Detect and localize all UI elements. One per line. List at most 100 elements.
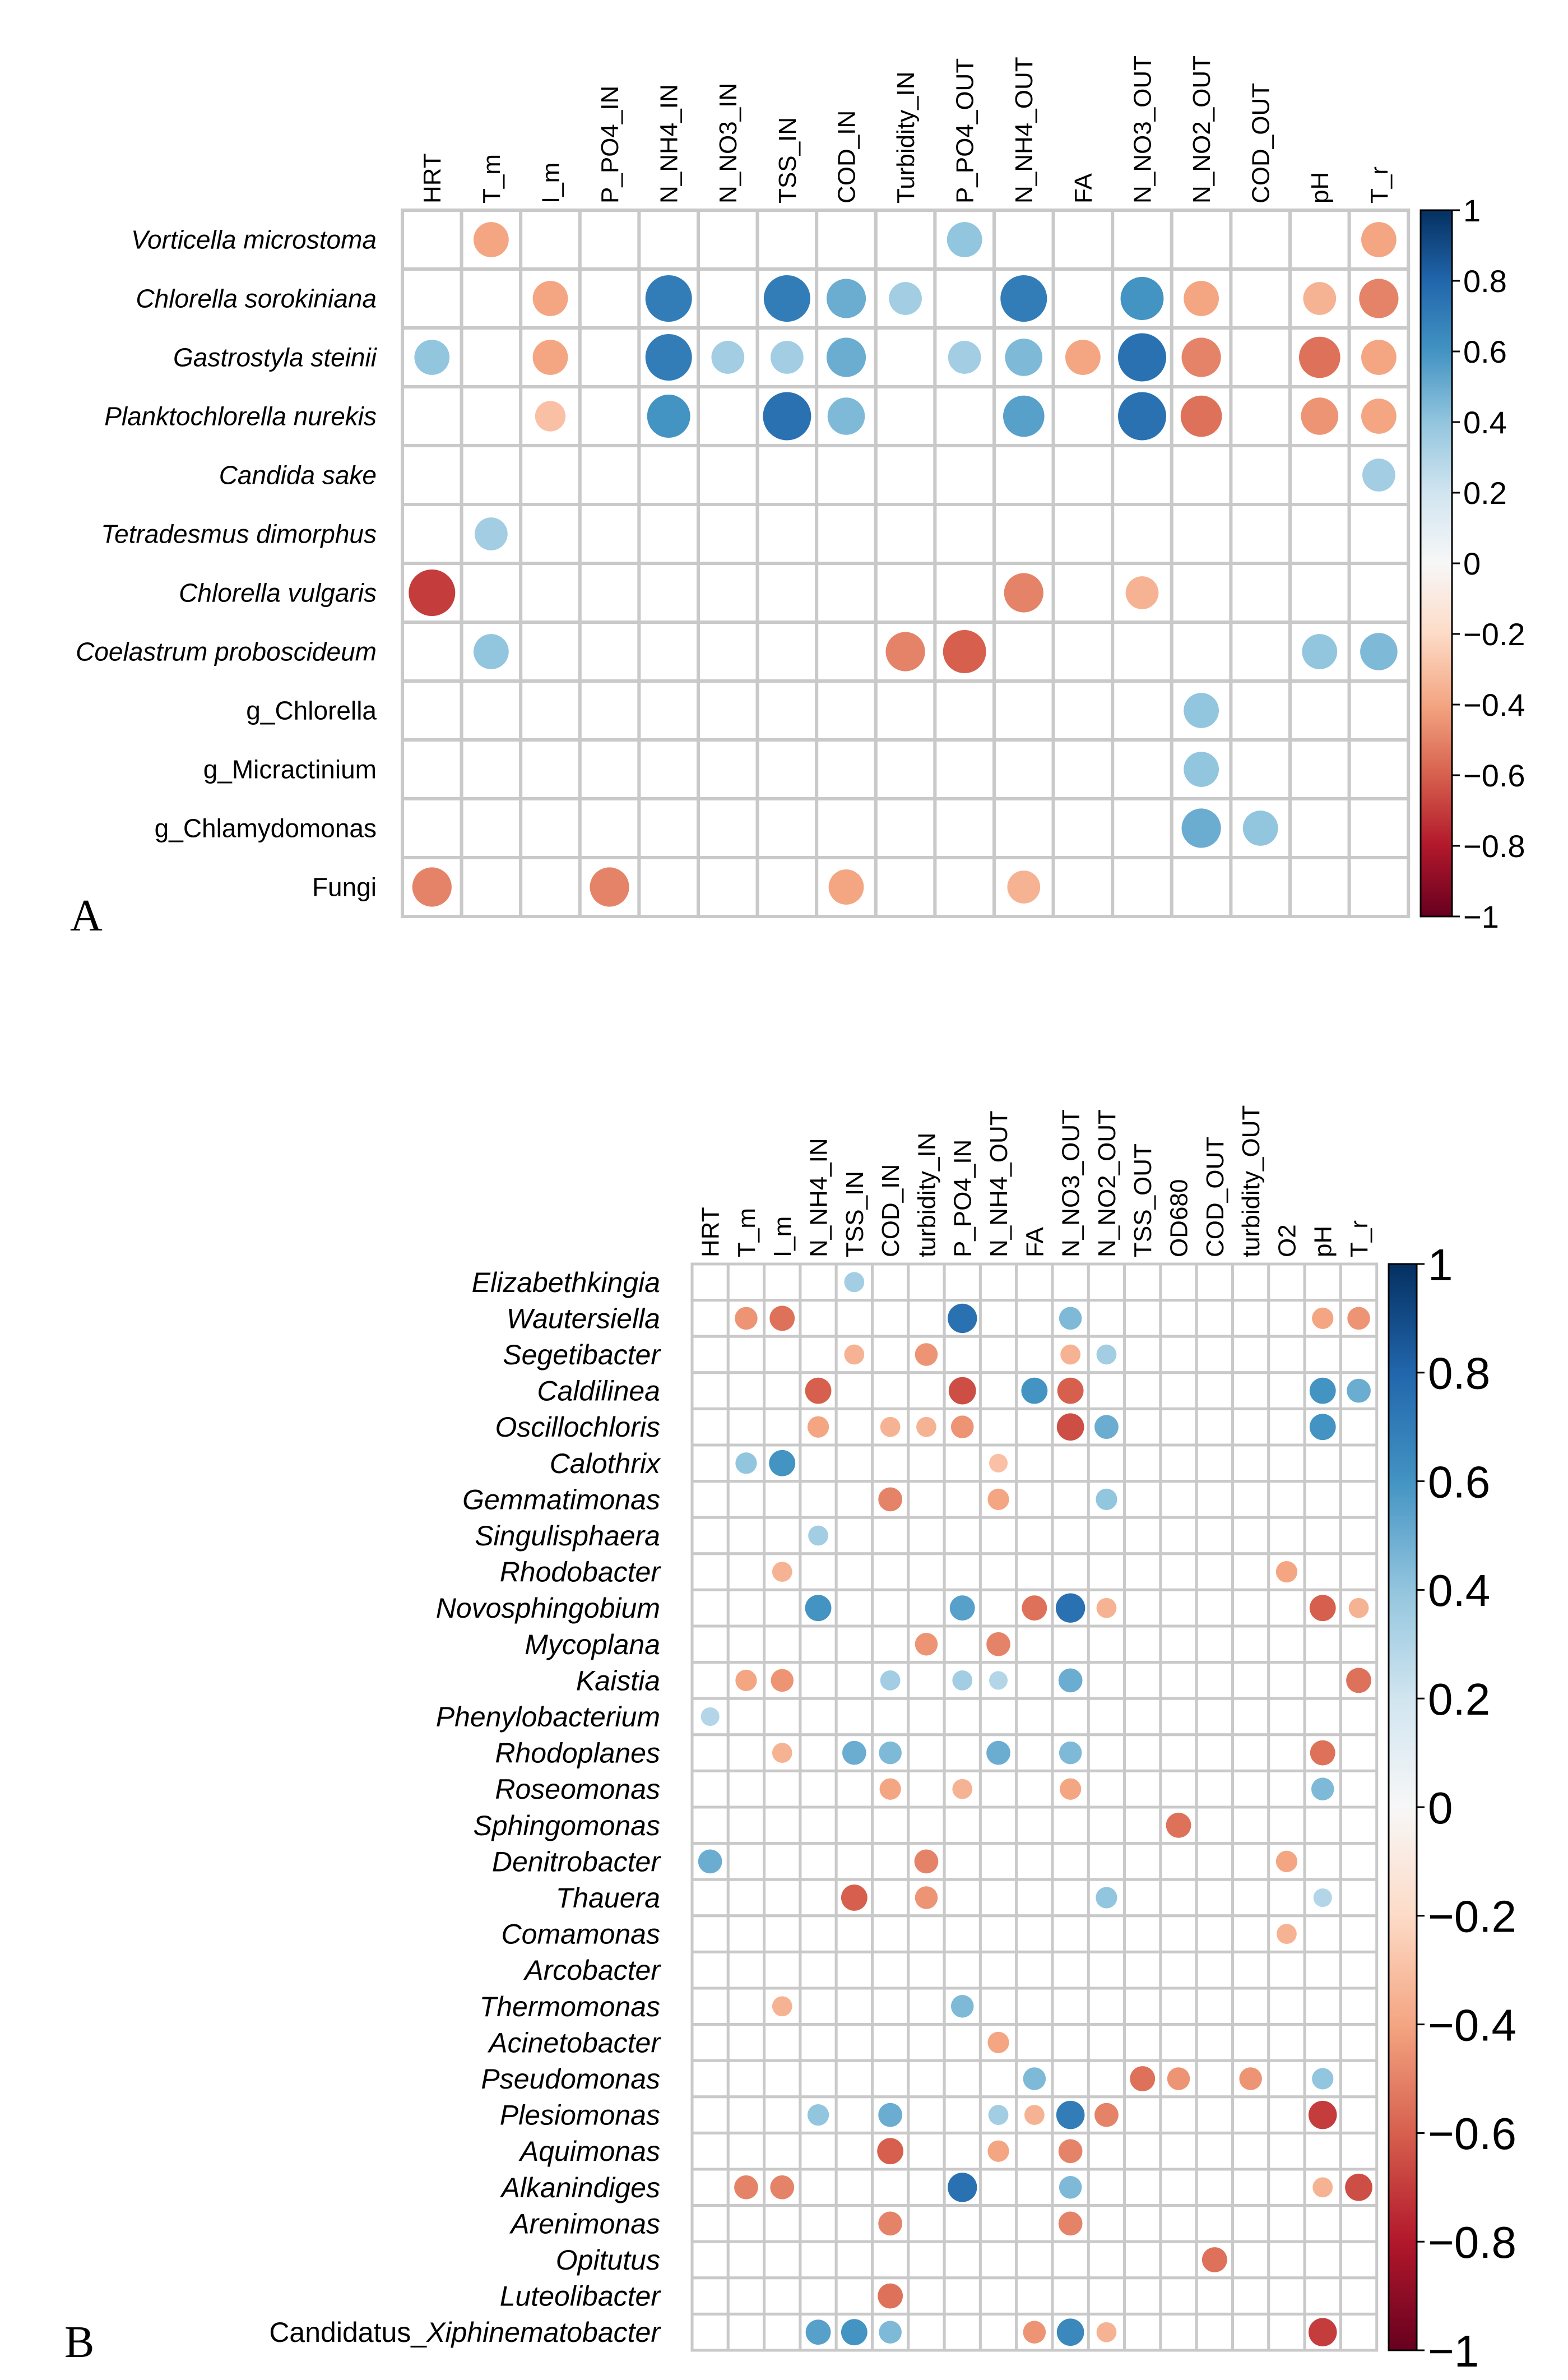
- panel-b-grid-cell: [799, 2276, 838, 2316]
- panel-a-grid-cell: [874, 444, 937, 506]
- panel-a-column-label: N_NO2_OUT: [1188, 55, 1216, 203]
- panel-b-grid-cell: [1195, 2023, 1234, 2062]
- panel-b-column-label: T_r: [1346, 1220, 1373, 1257]
- panel-a-colorbar-tick-label: 0.8: [1463, 263, 1507, 299]
- panel-b-correlation-circle: [987, 1488, 1009, 1511]
- panel-b-column-label: pH: [1310, 1226, 1337, 1257]
- panel-b-row-label: Arenimonas: [509, 2208, 660, 2239]
- panel-b-grid-cell: [871, 1262, 910, 1302]
- panel-b-grid-cell: [871, 1987, 910, 2026]
- panel-b-grid-cell: [907, 1914, 946, 1953]
- panel-b-grid-cell: [978, 1552, 1018, 1591]
- panel-b-grid-cell: [1339, 1552, 1379, 1591]
- panel-a-grid-cell: [755, 797, 819, 859]
- panel-b-grid-cell: [690, 1987, 730, 2026]
- panel-b-grid-cell: [978, 1588, 1018, 1628]
- panel-b-grid-cell: [799, 2023, 838, 2062]
- panel-b-row-label: Arcobacter: [523, 1955, 661, 1986]
- panel-b-grid-cell: [799, 1624, 838, 1664]
- panel-a-grid-cell: [519, 738, 582, 800]
- panel-a-grid-cell: [874, 856, 937, 918]
- panel-a-grid-cell: [1229, 856, 1292, 918]
- panel-b-column-label: P_PO4_IN: [949, 1140, 977, 1257]
- panel-b-grid-cell: [1231, 1950, 1270, 1990]
- panel-a-grid-cell: [637, 444, 701, 506]
- panel-b-correlation-circle: [1094, 1415, 1119, 1439]
- panel-b-correlation-circle: [771, 1669, 794, 1692]
- panel-a-row-label: Tetradesmus dimorphus: [101, 520, 377, 549]
- panel-b-grid-cell: [1195, 1805, 1234, 1845]
- panel-a-grid-cell: [1288, 503, 1351, 565]
- panel-b-grid-cell: [1339, 2095, 1379, 2134]
- panel-a-correlation-circle: [1184, 693, 1219, 728]
- panel-a-grid-cell: [815, 503, 878, 565]
- panel-b-grid-cell: [1051, 2240, 1090, 2280]
- panel-a-colorbar-tick-label: 0.2: [1463, 475, 1507, 511]
- panel-a-grid-cell: [697, 444, 759, 506]
- panel-b-grid-cell: [726, 2240, 766, 2280]
- panel-b-grid-cell: [690, 1624, 730, 1664]
- panel-a-row-label: Chlorella vulgaris: [179, 578, 377, 608]
- panel-a-grid-cell: [874, 562, 937, 624]
- panel-a-correlation-circle: [771, 341, 804, 374]
- panel-b-row-label: Roseomonas: [495, 1774, 660, 1805]
- panel-b-grid-cell: [871, 1842, 910, 1881]
- panel-a-grid-cell: [755, 679, 819, 742]
- panel-b-grid-cell: [763, 1624, 802, 1664]
- panel-b-grid-cell: [1267, 2059, 1306, 2099]
- panel-b-grid-cell: [871, 1624, 910, 1664]
- panel-a-grid-cell: [1347, 679, 1411, 742]
- panel-a-grid-cell: [578, 326, 641, 388]
- panel-b-column-label: COD_OUT: [1201, 1137, 1229, 1257]
- panel-a-colorbar-tick-label: 0.6: [1463, 334, 1507, 369]
- panel-a-correlation-circle: [532, 340, 568, 375]
- panel-b-grid-cell: [763, 1262, 802, 1302]
- panel-b-grid-cell: [690, 1661, 730, 1700]
- panel-b-grid-cell: [726, 1624, 766, 1664]
- panel-b-grid-cell: [1267, 1480, 1306, 1519]
- panel-a-grid-cell: [460, 444, 523, 506]
- panel-a-grid-cell: [933, 562, 996, 624]
- panel-a-column-label: FA: [1070, 173, 1097, 203]
- panel-b-row-label-italic: Xiphinematobacter: [426, 2317, 661, 2348]
- panel-b-grid-cell: [943, 2023, 982, 2062]
- panel-a-grid-cell: [637, 621, 701, 683]
- panel-b-grid-cell: [978, 1950, 1018, 1990]
- panel-b-row-label: Rhodoplanes: [495, 1738, 660, 1769]
- panel-b-grid-cell: [1051, 1805, 1090, 1845]
- panel-b-grid-cell: [834, 1842, 874, 1881]
- panel-b-grid-cell: [1159, 1733, 1198, 1772]
- panel-b-grid-cell: [690, 2023, 730, 2062]
- panel-b-grid-cell: [978, 1516, 1018, 1555]
- panel-a-grid-cell: [637, 209, 701, 271]
- panel-b-grid-cell: [799, 1987, 838, 2026]
- panel-b-grid-cell: [834, 2276, 874, 2316]
- panel-b-grid-cell: [907, 1769, 946, 1809]
- panel-b-colorbar-tick-label: −0.2: [1428, 1892, 1516, 1942]
- panel-b-grid-cell: [799, 1878, 838, 1918]
- panel-a-correlation-circle: [1004, 573, 1043, 613]
- panel-b-grid-cell: [799, 1842, 838, 1881]
- panel-b-grid-cell: [1159, 1552, 1198, 1591]
- panel-a-grid-cell: [933, 267, 996, 330]
- panel-b-row-label: Luteolibacter: [500, 2281, 662, 2312]
- panel-b-grid-cell: [690, 2168, 730, 2207]
- panel-a-grid-cell: [578, 621, 641, 683]
- panel-b-grid-cell: [726, 1878, 766, 1918]
- panel-b-grid-cell: [1195, 1914, 1234, 1953]
- panel-b-grid-cell: [834, 1371, 874, 1410]
- panel-a-grid-cell: [815, 738, 878, 800]
- panel-b-correlation-circle: [1308, 2318, 1337, 2346]
- panel-a-grid-cell: [815, 679, 878, 742]
- panel-a-grid-cell: [933, 797, 996, 859]
- panel-b-grid-cell: [1231, 1914, 1270, 1953]
- panel-b-grid-cell: [943, 1624, 982, 1664]
- panel-b-grid-cell: [726, 2059, 766, 2099]
- panel-a-grid-cell: [1111, 503, 1173, 565]
- panel-b-grid-cell: [1339, 2240, 1379, 2280]
- panel-b-grid-cell: [978, 1299, 1018, 1338]
- panel-b-correlation-circle: [949, 1595, 975, 1621]
- panel-b-grid-cell: [1231, 1842, 1270, 1881]
- panel-b-grid-cell: [1267, 1661, 1306, 1700]
- panel-b-grid-cell: [1123, 1299, 1162, 1338]
